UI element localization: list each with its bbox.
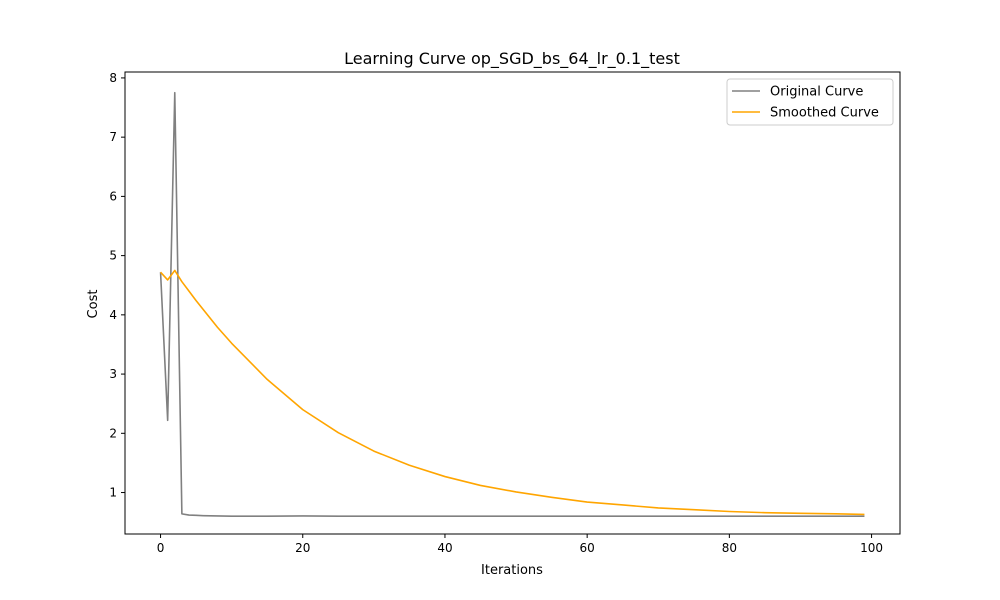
x-axis-label: Iterations — [481, 563, 543, 578]
y-tick-label: 4 — [109, 308, 117, 322]
y-tick-label: 6 — [109, 189, 117, 203]
x-tick-label: 20 — [295, 541, 310, 555]
y-tick-label: 2 — [109, 426, 117, 440]
x-tick-label: 80 — [722, 541, 737, 555]
x-tick-label: 60 — [580, 541, 595, 555]
x-tick-label: 0 — [157, 541, 165, 555]
legend-label-1: Smoothed Curve — [770, 106, 879, 121]
y-tick-label: 5 — [109, 249, 117, 263]
legend-label-0: Original Curve — [770, 85, 863, 100]
x-tick-label: 40 — [437, 541, 452, 555]
chart-title: Learning Curve op_SGD_bs_64_lr_0.1_test — [344, 49, 680, 69]
legend: Original Curve Smoothed Curve — [726, 78, 894, 126]
y-tick-label: 7 — [109, 130, 117, 144]
series-line-1 — [159, 269, 865, 516]
axes: 0 20 40 60 80 100 1 2 3 4 5 6 7 8 — [109, 71, 901, 555]
y-tick-label: 8 — [109, 71, 117, 85]
y-tick-label: 3 — [109, 367, 117, 381]
legend-box — [726, 78, 894, 126]
axes-frame — [124, 71, 901, 535]
series-line-0 — [159, 91, 865, 518]
plot-area — [159, 91, 865, 518]
x-tick-label: 100 — [860, 541, 883, 555]
y-tick-label: 1 — [109, 486, 117, 500]
y-axis-label: Cost — [86, 290, 101, 319]
